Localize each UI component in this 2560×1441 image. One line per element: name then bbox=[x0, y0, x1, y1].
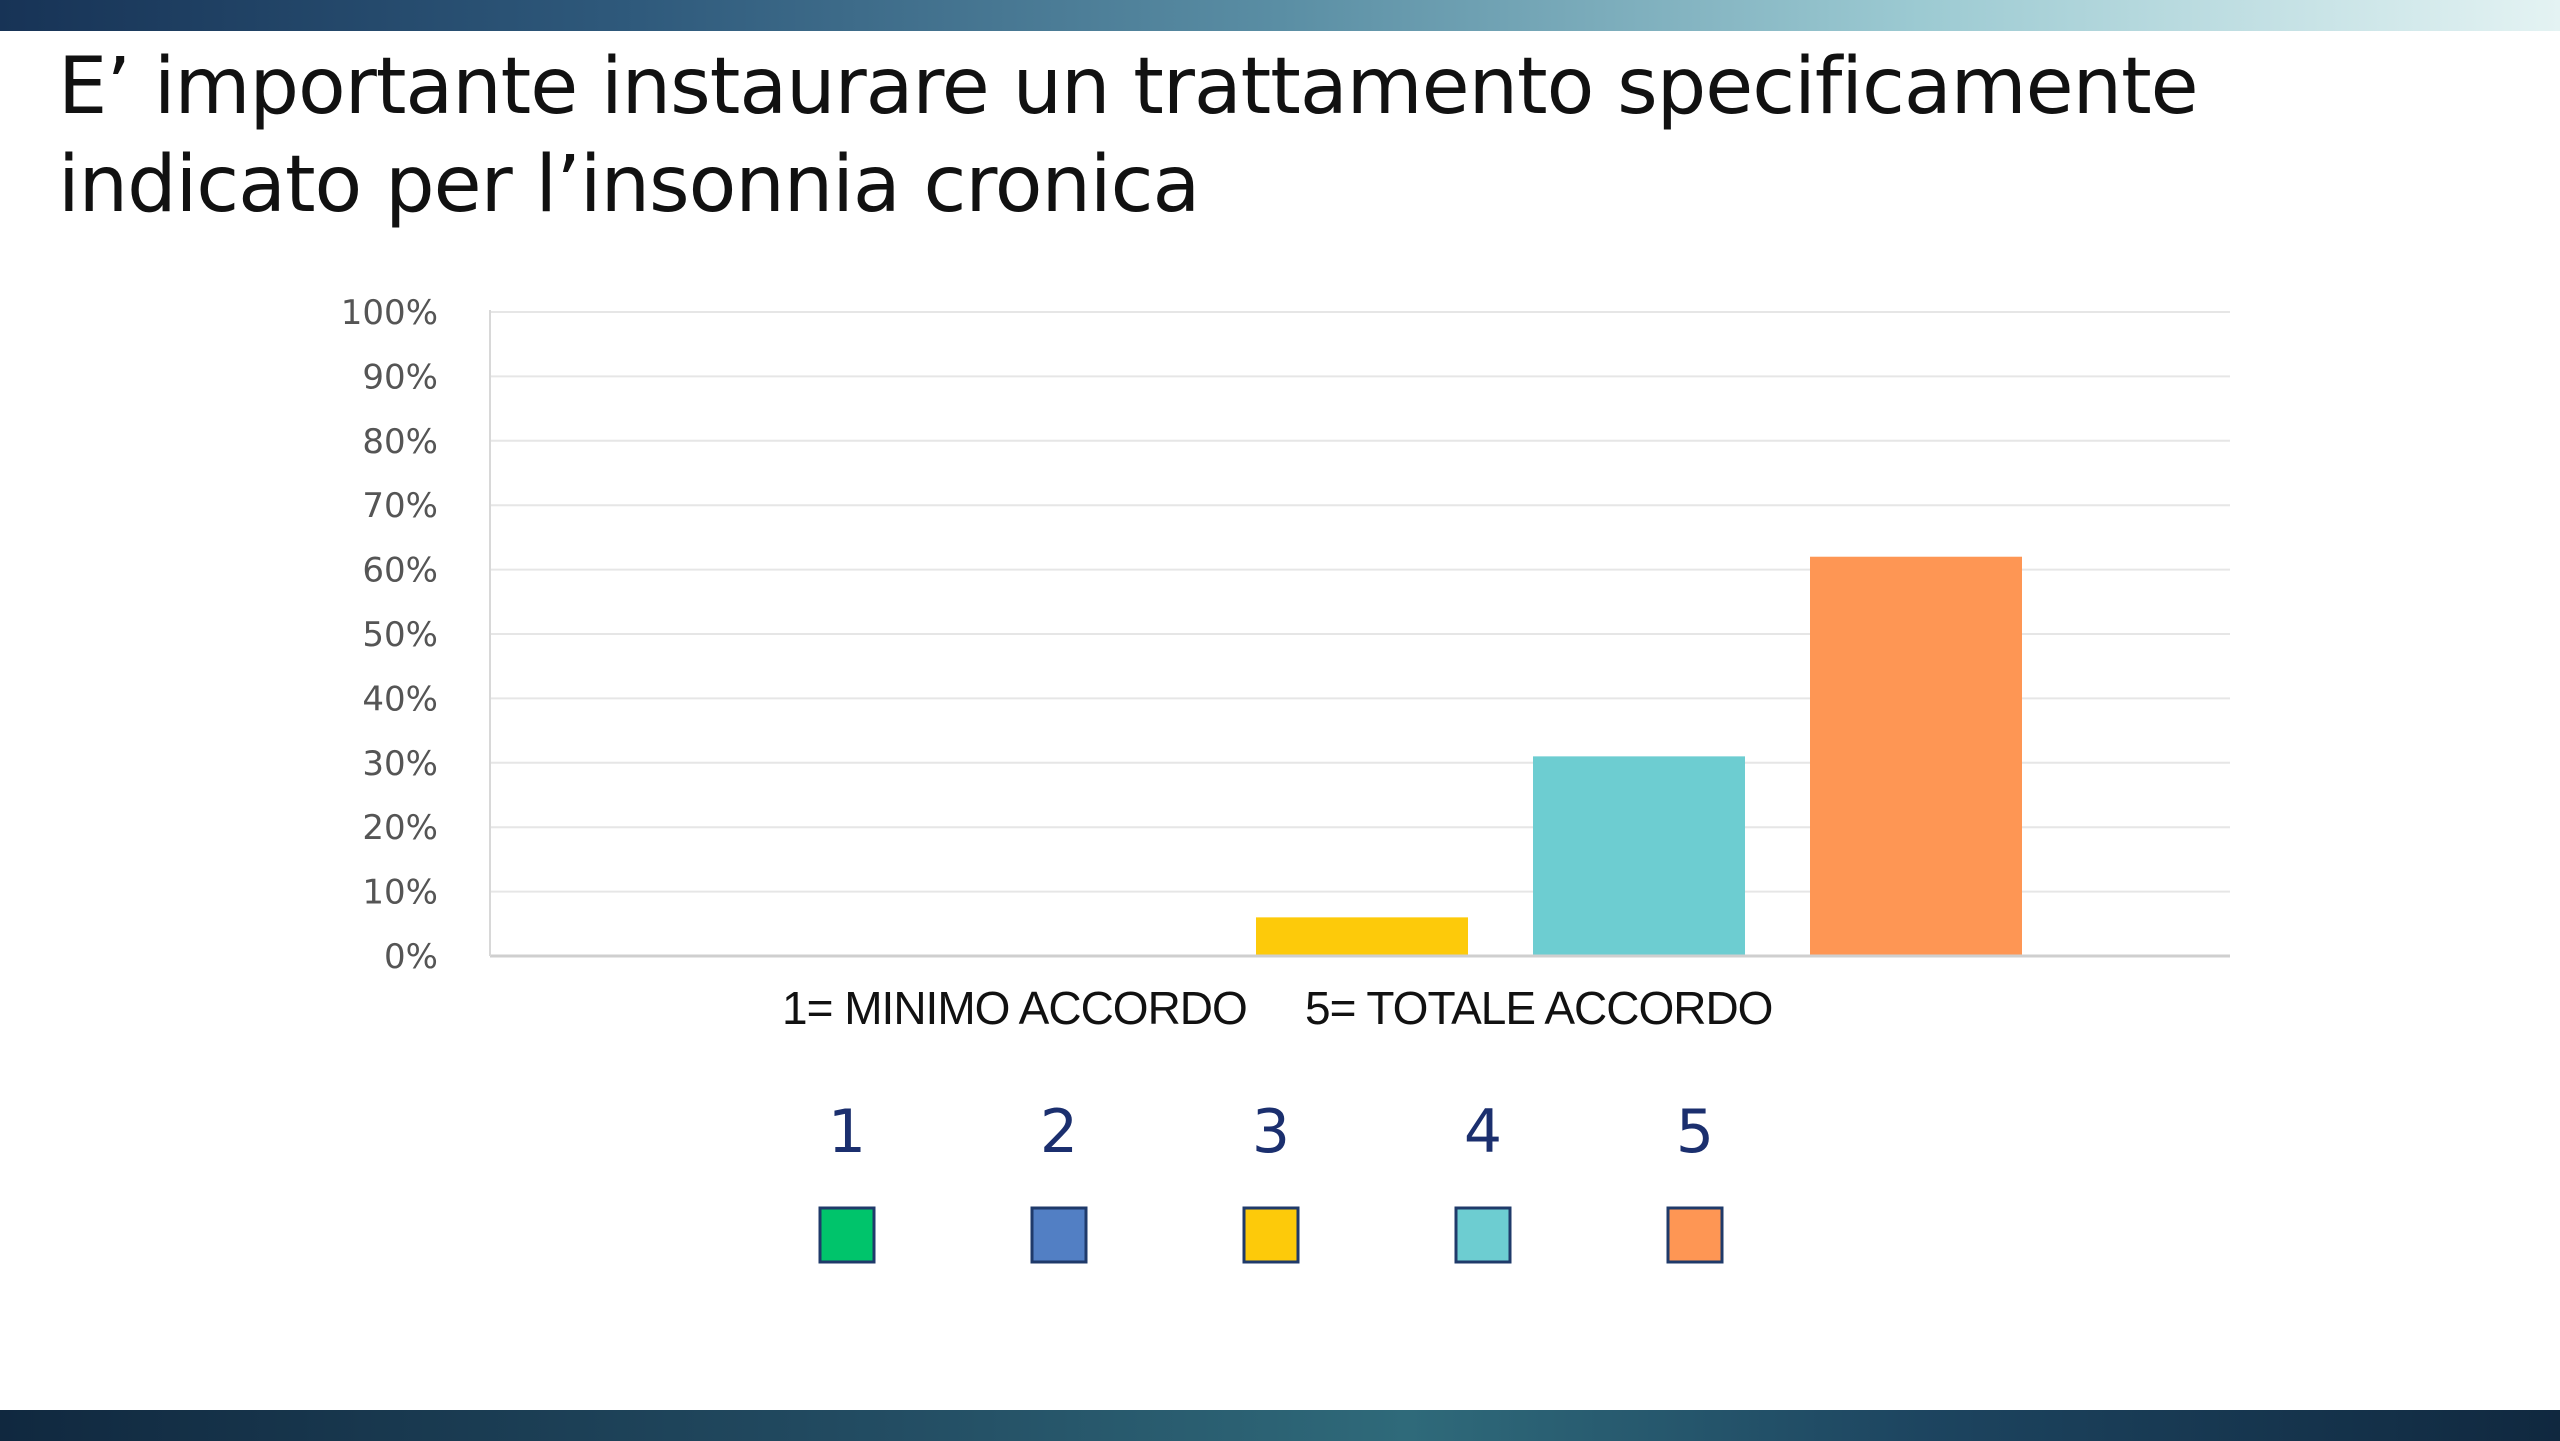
legend-number-4: 4 bbox=[1464, 1097, 1502, 1167]
legend-number-2: 2 bbox=[1040, 1097, 1078, 1167]
legend-swatch-1 bbox=[818, 1206, 876, 1264]
legend-swatch-5 bbox=[1666, 1206, 1724, 1264]
y-tick-label: 50% bbox=[362, 615, 438, 655]
legend-number-5: 5 bbox=[1676, 1097, 1714, 1167]
y-tick-label: 70% bbox=[362, 486, 438, 526]
y-tick-label: 20% bbox=[362, 808, 438, 848]
bar-4 bbox=[1533, 756, 1745, 956]
legend-swatch-3 bbox=[1242, 1206, 1300, 1264]
y-tick-label: 40% bbox=[362, 679, 438, 719]
y-tick-label: 30% bbox=[362, 744, 438, 784]
legend-number-3: 3 bbox=[1252, 1097, 1290, 1167]
y-axis-ticks: 0% 10% 20% 30% 40% 50% 60% 70% 80% 90% 100% bbox=[341, 293, 438, 977]
y-tick-label: 0% bbox=[384, 937, 438, 977]
bar-3 bbox=[1256, 917, 1468, 956]
y-tick-label: 60% bbox=[362, 551, 438, 591]
legend-number-1: 1 bbox=[828, 1097, 866, 1167]
legend-swatch-4 bbox=[1454, 1206, 1512, 1264]
y-tick-label: 10% bbox=[362, 873, 438, 913]
scale-note-min: 1= MINIMO ACCORDO bbox=[782, 982, 1247, 1034]
legend-swatch-2 bbox=[1030, 1206, 1088, 1264]
chart-bars bbox=[1256, 556, 2022, 956]
top-decorative-band bbox=[0, 0, 2560, 31]
slide-title: E’ importante instaurare un trattamento … bbox=[58, 42, 2199, 230]
y-tick-label: 80% bbox=[362, 422, 438, 462]
bar-5 bbox=[1810, 556, 2022, 956]
y-tick-label: 100% bbox=[341, 293, 438, 333]
scale-note-max: 5= TOTALE ACCORDO bbox=[1305, 982, 1772, 1034]
y-tick-label: 90% bbox=[362, 357, 438, 397]
bottom-decorative-band bbox=[0, 1410, 2560, 1441]
chart-legend: 1 2 3 4 5 bbox=[818, 1097, 1724, 1264]
